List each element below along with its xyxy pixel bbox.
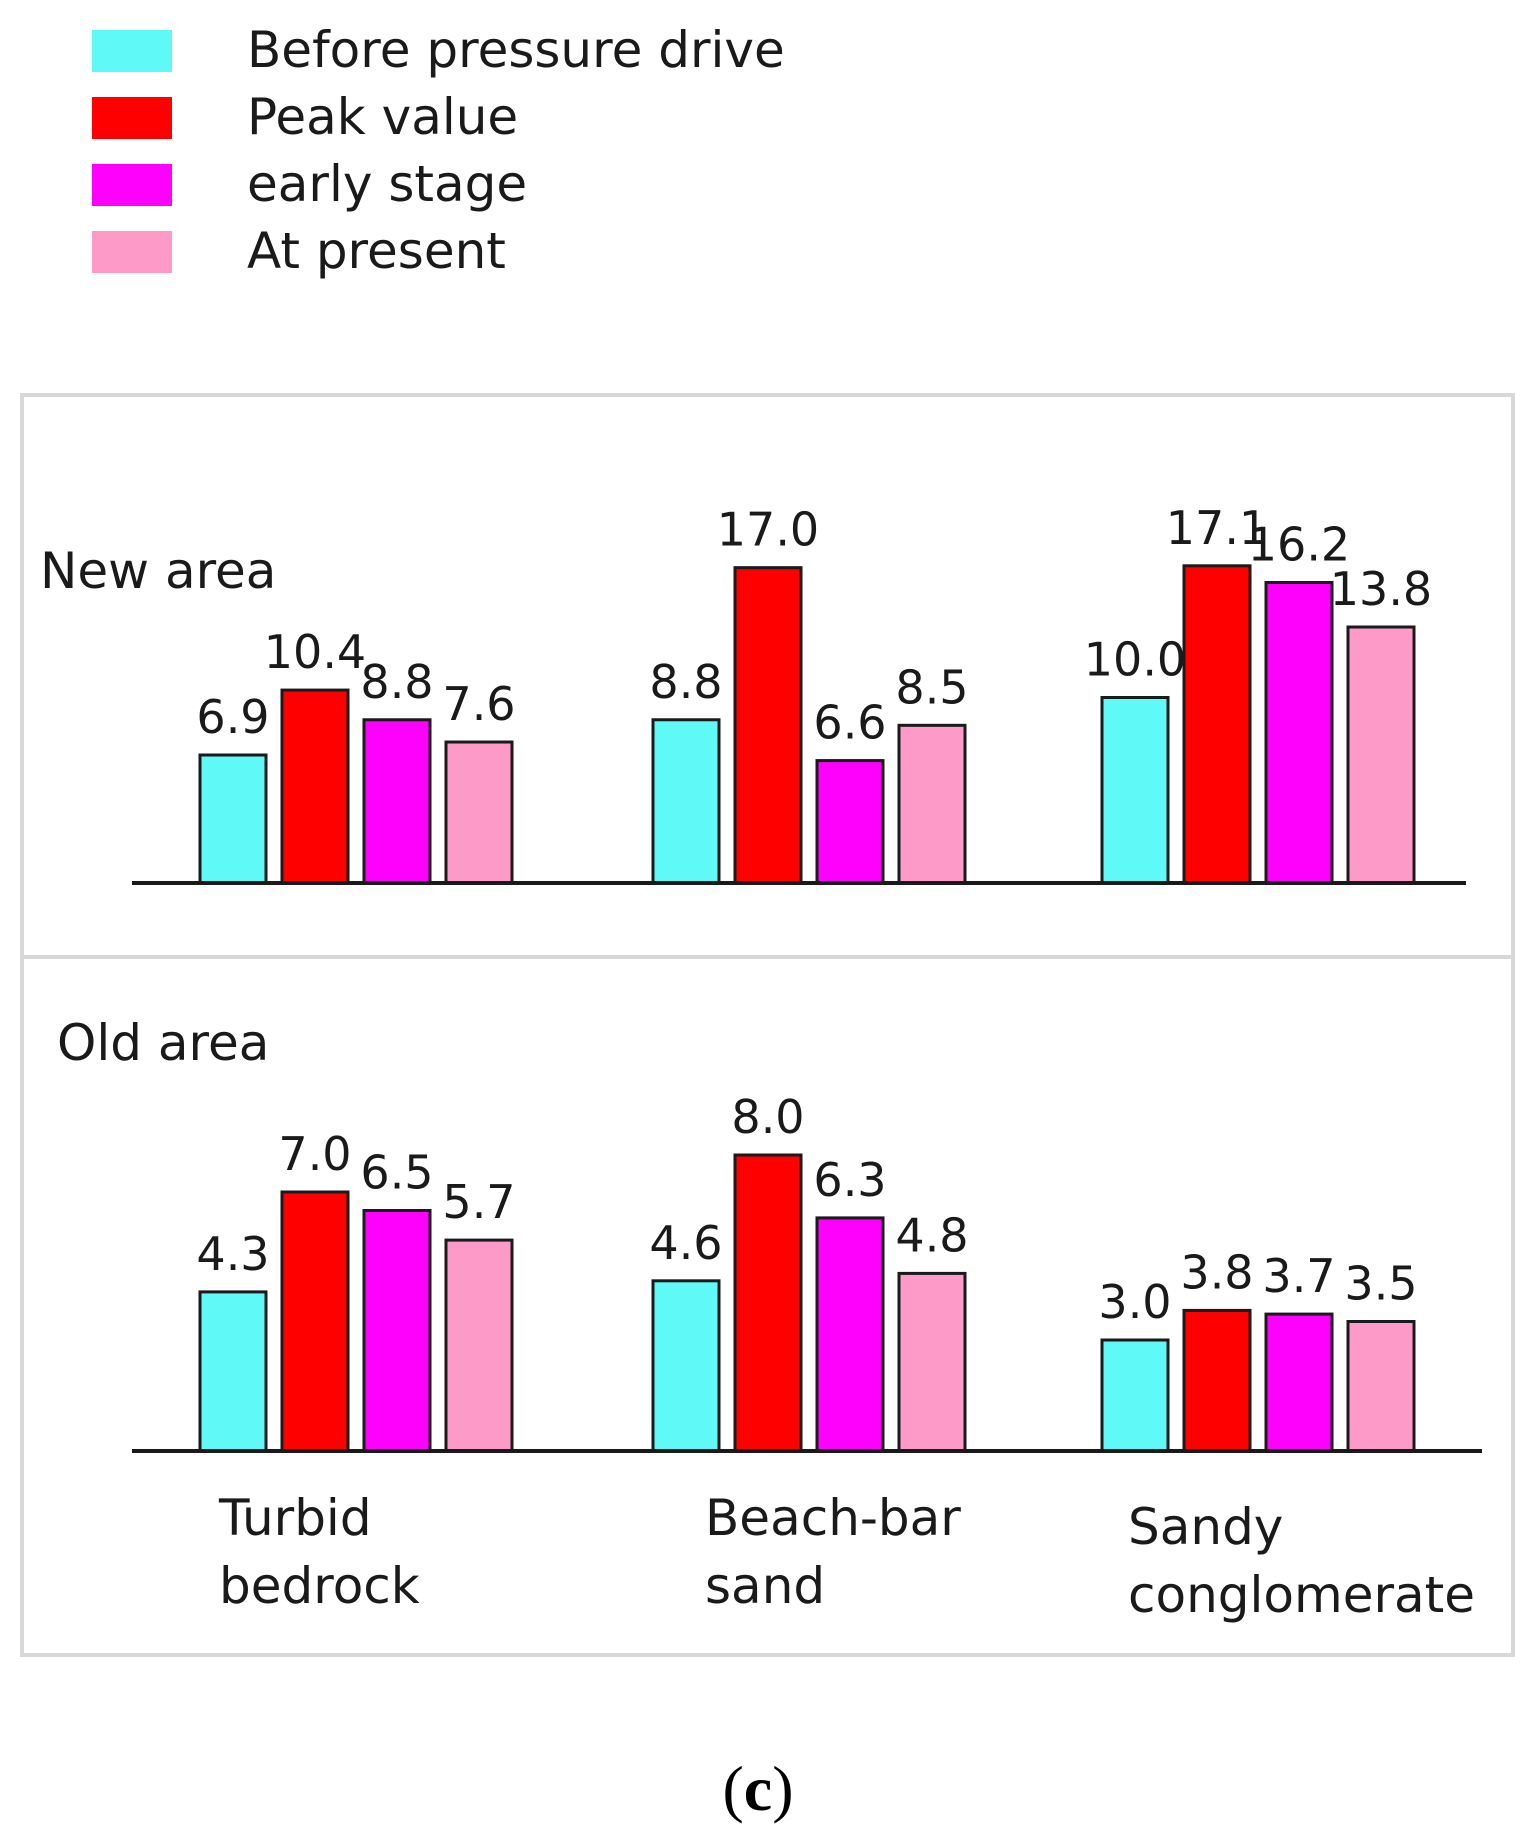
category-label-sandy-conglomerate: Sandy conglomerate (1128, 1498, 1475, 1624)
category-label-turbid-bedrock: Turbid bedrock (218, 1489, 420, 1615)
value-label-new-area-turbid-bedrock-before-pressure-drive: 6.9 (196, 690, 269, 744)
category-label-line1: Turbid (218, 1489, 372, 1547)
panel-title-new-area: New area (40, 542, 276, 600)
legend-swatch-before-pressure-drive (92, 30, 172, 72)
legend-swatch-early-stage (92, 164, 172, 206)
value-label-new-area-sandy-conglomerate-before-pressure-drive: 10.0 (1084, 633, 1186, 687)
caption-letter: c (744, 1753, 772, 1824)
value-label-old-area-beach-bar-sand-at-present: 4.8 (895, 1208, 968, 1262)
value-label-old-area-sandy-conglomerate-before-pressure-drive: 3.0 (1098, 1275, 1171, 1329)
value-label-new-area-beach-bar-sand-early-stage: 6.6 (813, 696, 886, 750)
legend-label-peak-value: Peak value (247, 88, 518, 146)
value-label-old-area-turbid-bedrock-before-pressure-drive: 4.3 (196, 1227, 269, 1281)
bar-old-area-beach-bar-sand-before-pressure-drive (651, 1279, 721, 1453)
value-label-old-area-beach-bar-sand-early-stage: 6.3 (813, 1153, 886, 1207)
value-label-new-area-beach-bar-sand-peak-value: 17.0 (717, 503, 819, 557)
value-label-new-area-beach-bar-sand-at-present: 8.5 (895, 660, 968, 714)
legend-label-before-pressure-drive: Before pressure drive (247, 21, 785, 79)
value-label-new-area-sandy-conglomerate-early-stage: 16.2 (1248, 517, 1350, 571)
bar-old-area-turbid-bedrock-early-stage (362, 1209, 432, 1453)
bar-new-area-sandy-conglomerate-at-present (1346, 625, 1416, 885)
bar-old-area-turbid-bedrock-before-pressure-drive (198, 1290, 268, 1453)
bar-new-area-turbid-bedrock-peak-value (280, 688, 350, 885)
bar-new-area-beach-bar-sand-before-pressure-drive (651, 718, 721, 885)
category-label-line2: sand (705, 1557, 825, 1615)
caption-close-paren: ) (772, 1753, 793, 1824)
bar-new-area-beach-bar-sand-early-stage (815, 759, 885, 885)
value-label-new-area-sandy-conglomerate-at-present: 13.8 (1330, 562, 1432, 616)
value-label-old-area-sandy-conglomerate-early-stage: 3.7 (1262, 1249, 1335, 1303)
panel-title-old-area: Old area (57, 1014, 269, 1072)
bar-old-area-beach-bar-sand-early-stage (815, 1216, 885, 1453)
bar-old-area-turbid-bedrock-peak-value (280, 1190, 350, 1453)
bar-new-area-sandy-conglomerate-before-pressure-drive (1100, 696, 1170, 885)
bar-old-area-beach-bar-sand-peak-value (733, 1153, 803, 1453)
bar-old-area-beach-bar-sand-at-present (897, 1271, 967, 1453)
bar-new-area-sandy-conglomerate-peak-value (1182, 564, 1252, 885)
value-label-new-area-turbid-bedrock-at-present: 7.6 (442, 677, 515, 731)
bar-new-area-turbid-bedrock-at-present (444, 740, 514, 885)
bar-new-area-beach-bar-sand-at-present (897, 723, 967, 885)
figure-caption: (c) (722, 1753, 793, 1824)
value-label-old-area-sandy-conglomerate-peak-value: 3.8 (1180, 1245, 1253, 1299)
value-label-old-area-beach-bar-sand-before-pressure-drive: 4.6 (649, 1216, 722, 1270)
category-label-beach-bar-sand: Beach-bar sand (705, 1489, 977, 1615)
category-label-line2: conglomerate (1128, 1566, 1475, 1624)
legend-label-early-stage: early stage (247, 155, 527, 213)
caption-open-paren: ( (722, 1753, 743, 1824)
category-label-line1: Sandy (1128, 1498, 1283, 1556)
bar-old-area-sandy-conglomerate-peak-value (1182, 1308, 1252, 1453)
legend-swatch-peak-value (92, 97, 172, 139)
category-label-line2: bedrock (219, 1557, 420, 1615)
bar-old-area-turbid-bedrock-at-present (444, 1238, 514, 1453)
value-label-old-area-turbid-bedrock-at-present: 5.7 (442, 1175, 515, 1229)
legend-label-at-present: At present (247, 222, 506, 280)
bar-old-area-sandy-conglomerate-before-pressure-drive (1100, 1338, 1170, 1453)
value-label-new-area-beach-bar-sand-before-pressure-drive: 8.8 (649, 655, 722, 709)
bar-new-area-turbid-bedrock-before-pressure-drive (198, 753, 268, 885)
legend-swatch-at-present (92, 231, 172, 273)
category-label-line1: Beach-bar (705, 1489, 961, 1547)
bars-group: 6.910.48.8 7.6 8.817.06.68.510.017.116.213… (196, 501, 1432, 1453)
panel-frame (20, 393, 1515, 1657)
value-label-new-area-sandy-conglomerate-peak-value: 17.1 (1166, 501, 1268, 555)
value-label-old-area-beach-bar-sand-peak-value: 8.0 (731, 1090, 804, 1144)
value-label-new-area-turbid-bedrock-peak-value: 10.4 (264, 625, 366, 679)
value-label-new-area-turbid-bedrock-early-stage: 8.8 (360, 655, 433, 709)
legend: Before pressure drive Peak value early sta… (92, 21, 785, 280)
bar-old-area-sandy-conglomerate-at-present (1346, 1320, 1416, 1453)
bar-old-area-sandy-conglomerate-early-stage (1264, 1312, 1334, 1453)
value-label-old-area-turbid-bedrock-early-stage: 6.5 (360, 1146, 433, 1200)
bar-new-area-sandy-conglomerate-early-stage (1264, 580, 1334, 885)
value-label-old-area-turbid-bedrock-peak-value: 7.0 (278, 1127, 351, 1181)
bar-new-area-beach-bar-sand-peak-value (733, 566, 803, 885)
bar-new-area-turbid-bedrock-early-stage (362, 718, 432, 885)
value-label-old-area-sandy-conglomerate-at-present: 3.5 (1344, 1257, 1417, 1311)
